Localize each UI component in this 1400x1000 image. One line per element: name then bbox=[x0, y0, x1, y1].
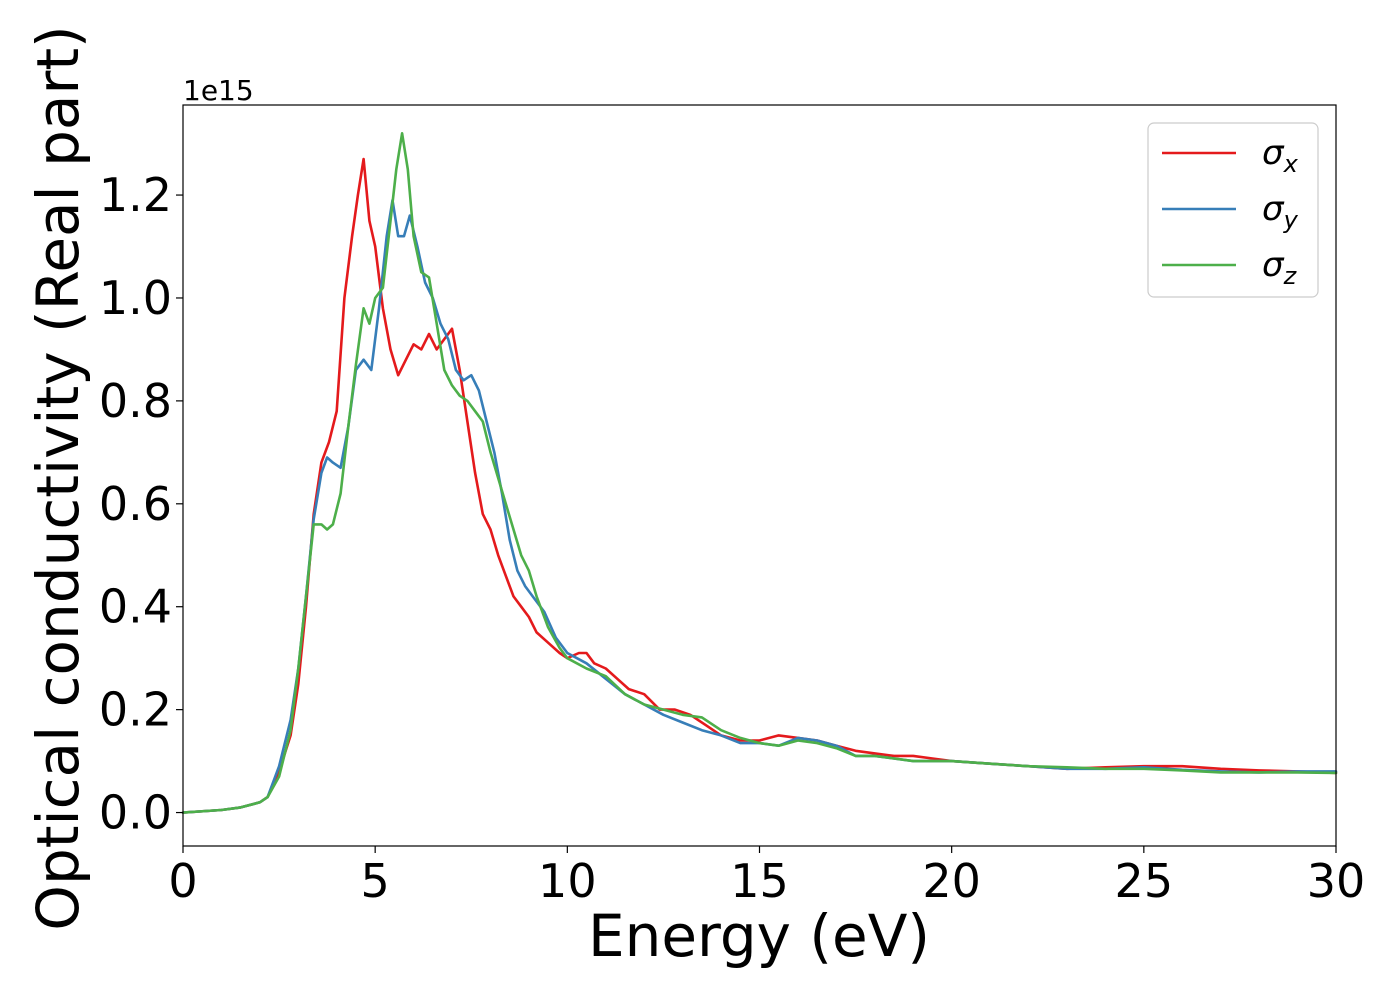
x-tick-label: 5 bbox=[361, 854, 390, 908]
plot-area bbox=[181, 132, 1338, 814]
x-tick-label: 15 bbox=[730, 854, 789, 908]
y-tick-label: 1.0 bbox=[99, 271, 172, 325]
y-axis: 0.0 0.2 0.4 0.6 0.8 1.0 1.2 bbox=[99, 168, 183, 840]
x-tick-label: 0 bbox=[168, 854, 197, 908]
y-tick-label: 0.0 bbox=[99, 786, 172, 840]
y-tick-label: 0.2 bbox=[99, 683, 172, 737]
x-axis-title: Energy (eV) bbox=[588, 902, 930, 970]
legend-label-z: σz bbox=[1262, 245, 1298, 290]
y-tick-label: 1.2 bbox=[99, 168, 172, 222]
y-tick-label: 0.4 bbox=[99, 580, 172, 634]
series-line-x bbox=[181, 157, 1338, 814]
y-axis-title: Optical conductivity (Real part) bbox=[24, 25, 92, 930]
x-axis: 0 5 10 15 20 25 30 bbox=[168, 846, 1365, 908]
x-tick-label: 10 bbox=[538, 854, 597, 908]
series-line-z bbox=[181, 132, 1338, 814]
legend-label-x: σx bbox=[1262, 133, 1299, 178]
y-tick-label: 0.6 bbox=[99, 477, 172, 531]
legend-label-y: σy bbox=[1262, 189, 1299, 234]
legend: σx σy σz bbox=[1147, 122, 1319, 298]
x-tick-label: 25 bbox=[1115, 854, 1174, 908]
y-tick-label: 0.8 bbox=[99, 374, 172, 428]
x-tick-label: 20 bbox=[922, 854, 981, 908]
y-offset-label: 1e15 bbox=[183, 74, 254, 107]
x-tick-label: 30 bbox=[1307, 854, 1366, 908]
